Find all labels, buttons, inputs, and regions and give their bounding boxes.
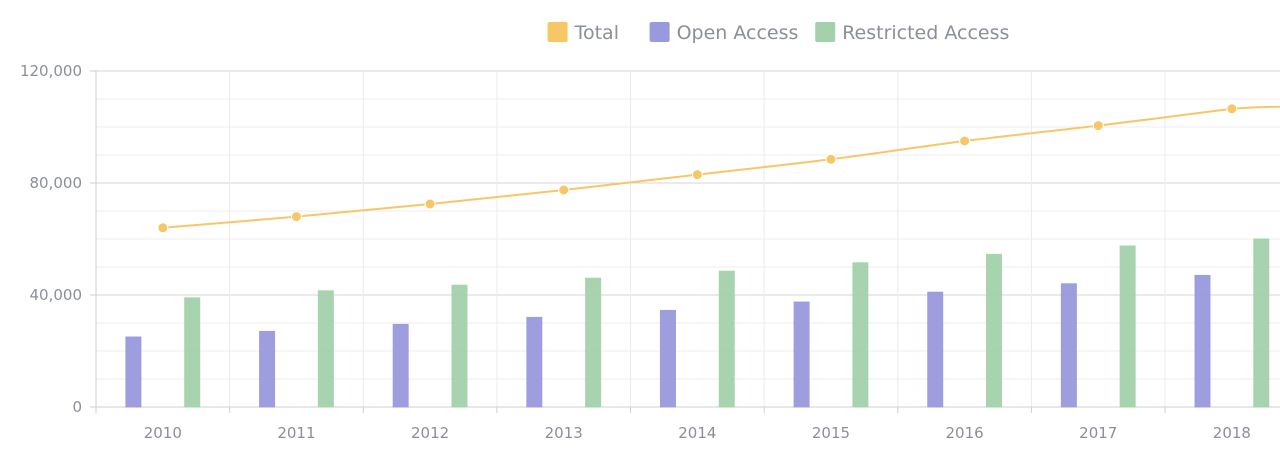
- line-series: [157, 103, 1280, 234]
- x-tick-label-2013: 2013: [545, 424, 583, 442]
- bar-restricted-access-2015[interactable]: [852, 262, 869, 408]
- point-total-2017[interactable]: [1092, 120, 1104, 132]
- x-tick-label-2015: 2015: [812, 424, 850, 442]
- bar-open-access-2018[interactable]: [1194, 274, 1211, 408]
- point-total-2014[interactable]: [691, 169, 703, 181]
- legend: Total Open Access Restricted Access: [547, 22, 1009, 44]
- bar-open-access-2014[interactable]: [659, 309, 676, 408]
- bar-restricted-access-2018[interactable]: [1253, 238, 1270, 408]
- bar-open-access-2012[interactable]: [392, 323, 409, 408]
- axes: 0 40,000 80,000 120,000 2010 2011 2012 2013 2014…: [20, 62, 1280, 442]
- point-total-2013[interactable]: [558, 184, 570, 196]
- bar-series: [125, 238, 1270, 408]
- x-tick-label-2017: 2017: [1079, 424, 1117, 442]
- legend-item-total[interactable]: Total: [547, 22, 619, 44]
- y-tick-label: 40,000: [30, 286, 83, 304]
- bar-restricted-access-2012[interactable]: [451, 284, 468, 408]
- legend-swatch-total: [547, 22, 568, 42]
- legend-label-open-access: Open Access: [677, 22, 799, 44]
- line-total: [162, 105, 1280, 229]
- bar-restricted-access-2014[interactable]: [718, 270, 735, 408]
- bar-restricted-access-2011[interactable]: [317, 290, 334, 408]
- point-total-2011[interactable]: [290, 211, 302, 223]
- point-total-2015[interactable]: [825, 153, 837, 165]
- bar-open-access-2010[interactable]: [125, 336, 142, 408]
- bar-restricted-access-2013[interactable]: [585, 277, 602, 408]
- point-total-2010[interactable]: [157, 222, 169, 234]
- x-tick-label-2011: 2011: [277, 424, 315, 442]
- x-tick-label-2014: 2014: [678, 424, 716, 442]
- legend-label-total: Total: [574, 22, 619, 44]
- y-tick-label: 120,000: [20, 62, 82, 80]
- legend-item-open-access[interactable]: Open Access: [649, 22, 799, 44]
- x-tick-label-2016: 2016: [946, 424, 984, 442]
- x-tick-label-2012: 2012: [411, 424, 449, 442]
- y-tick-label: 80,000: [30, 174, 83, 192]
- bar-open-access-2015[interactable]: [793, 301, 810, 408]
- bar-open-access-2017[interactable]: [1060, 283, 1077, 408]
- legend-swatch-restricted-access: [815, 22, 836, 42]
- legend-item-restricted-access[interactable]: Restricted Access: [815, 22, 1009, 44]
- bar-restricted-access-2010[interactable]: [184, 297, 201, 408]
- legend-swatch-open-access: [649, 22, 670, 42]
- bar-open-access-2016[interactable]: [927, 291, 944, 408]
- legend-label-restricted-access: Restricted Access: [842, 22, 1009, 44]
- bar-open-access-2011[interactable]: [259, 330, 276, 408]
- bar-restricted-access-2017[interactable]: [1119, 245, 1136, 408]
- x-tick-label-2010: 2010: [144, 424, 182, 442]
- y-tick-label: 0: [72, 398, 82, 416]
- bar-open-access-2013[interactable]: [526, 316, 543, 408]
- point-total-2018[interactable]: [1226, 103, 1238, 115]
- point-total-2016[interactable]: [959, 135, 971, 147]
- x-tick-label-2018: 2018: [1213, 424, 1251, 442]
- bar-restricted-access-2016[interactable]: [986, 253, 1003, 408]
- point-total-2012[interactable]: [424, 198, 436, 210]
